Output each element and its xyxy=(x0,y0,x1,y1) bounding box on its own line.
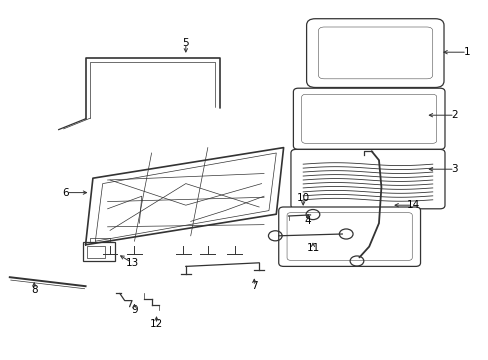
Text: 1: 1 xyxy=(463,47,469,57)
Text: 14: 14 xyxy=(406,200,419,210)
Text: 5: 5 xyxy=(182,38,189,48)
FancyBboxPatch shape xyxy=(290,149,444,209)
Text: 7: 7 xyxy=(250,281,257,291)
FancyBboxPatch shape xyxy=(278,207,420,266)
Text: 12: 12 xyxy=(149,319,163,329)
Text: 3: 3 xyxy=(450,164,457,174)
Text: 2: 2 xyxy=(450,110,457,120)
FancyBboxPatch shape xyxy=(301,94,436,143)
Bar xyxy=(86,246,105,258)
FancyBboxPatch shape xyxy=(293,88,444,149)
FancyBboxPatch shape xyxy=(306,19,443,87)
Bar xyxy=(83,242,115,261)
Text: 8: 8 xyxy=(31,285,38,295)
Text: 13: 13 xyxy=(125,258,139,268)
Text: 4: 4 xyxy=(304,216,311,226)
Text: 6: 6 xyxy=(62,188,69,198)
FancyBboxPatch shape xyxy=(286,213,411,260)
Text: 11: 11 xyxy=(305,243,319,253)
Text: 9: 9 xyxy=(131,305,138,315)
Text: 10: 10 xyxy=(296,193,309,203)
FancyBboxPatch shape xyxy=(318,27,432,79)
